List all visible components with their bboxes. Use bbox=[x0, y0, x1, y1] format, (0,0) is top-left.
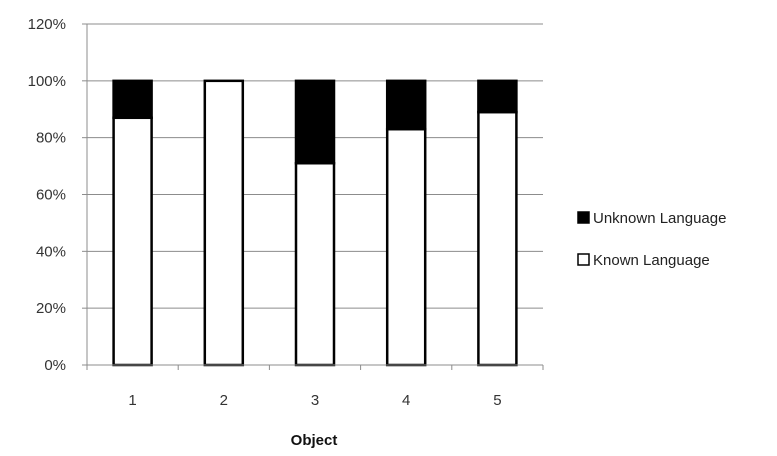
axes bbox=[82, 23, 544, 370]
bar-known-language-2 bbox=[203, 79, 245, 367]
bar-unknown-language-1 bbox=[112, 79, 153, 120]
legend-swatch bbox=[577, 211, 590, 224]
y-tick-label: 40% bbox=[36, 243, 66, 260]
bar-known-language-5 bbox=[477, 110, 518, 367]
x-tick-labels: 1 2 3 4 5 bbox=[128, 392, 501, 409]
bar-unknown-language-4 bbox=[385, 79, 427, 131]
x-tick-label: 2 bbox=[220, 392, 228, 409]
legend: Unknown Language Known Language bbox=[577, 210, 726, 269]
x-tick-label: 4 bbox=[402, 392, 410, 409]
y-tick-labels: 0% 20% 40% 60% 80% 100% 120% bbox=[28, 16, 66, 374]
bar-unknown-language-5 bbox=[477, 79, 518, 114]
bar-known-language-4 bbox=[385, 127, 427, 367]
y-tick-label: 20% bbox=[36, 300, 66, 317]
legend-label: Unknown Language bbox=[593, 210, 726, 227]
bar-known-language-3 bbox=[294, 161, 336, 367]
y-tick-label: 120% bbox=[28, 16, 66, 33]
x-axis-title: Object bbox=[291, 432, 338, 449]
bar-unknown-language-3 bbox=[294, 79, 336, 165]
x-tick-label: 5 bbox=[493, 392, 501, 409]
y-tick-label: 0% bbox=[44, 357, 66, 374]
bar-known-language-1 bbox=[112, 116, 153, 367]
x-tick-label: 1 bbox=[128, 392, 136, 409]
x-tick-label: 3 bbox=[311, 392, 319, 409]
legend-swatch bbox=[577, 253, 590, 266]
y-tick-label: 80% bbox=[36, 130, 66, 147]
legend-label: Known Language bbox=[593, 252, 710, 269]
y-tick-label: 60% bbox=[36, 187, 66, 204]
y-tick-label: 100% bbox=[28, 73, 66, 90]
bars bbox=[112, 79, 518, 367]
